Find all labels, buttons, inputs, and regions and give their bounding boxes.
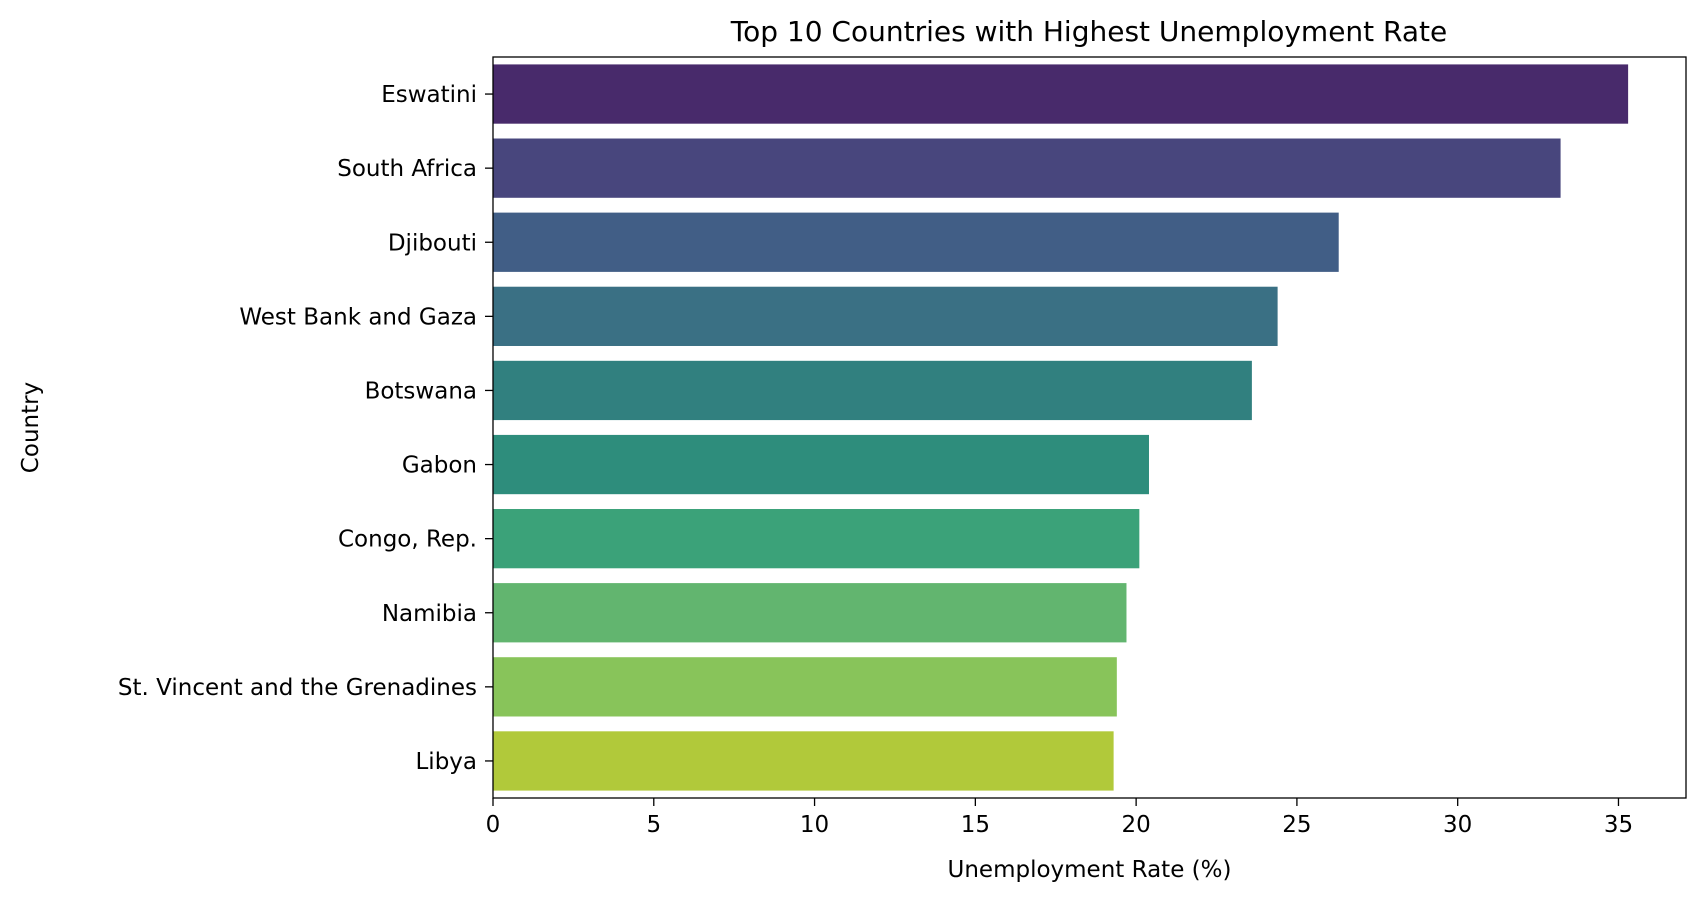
x-tick-label: 35 [1604, 812, 1633, 838]
x-tick-label: 25 [1282, 812, 1311, 838]
bar-5 [493, 434, 1149, 495]
bar-6 [493, 509, 1140, 569]
y-tick-label: Botswana [365, 378, 477, 404]
chart-title: Top 10 Countries with Highest Unemployme… [730, 15, 1448, 48]
y-tick-label: West Bank and Gaza [239, 304, 477, 330]
y-axis: Eswatini South Africa Djibouti West Bank an… [118, 82, 493, 775]
y-tick-label: Congo, Rep. [338, 527, 477, 553]
x-axis: 0 5 10 15 20 25 30 35 [486, 798, 1633, 838]
x-tick-label: 20 [1121, 812, 1150, 838]
y-tick-label: Gabon [402, 453, 477, 479]
bars-layer [493, 64, 1629, 791]
plot-frame [492, 56, 1687, 799]
bar-2 [493, 212, 1339, 272]
y-tick-label: Djibouti [388, 230, 477, 256]
bar-8 [493, 657, 1117, 717]
y-tick-label: Libya [415, 749, 477, 775]
x-tick-label: 5 [646, 812, 661, 838]
x-tick-label: 10 [800, 812, 829, 838]
bar-4 [493, 360, 1252, 421]
x-tick-label: 15 [961, 812, 990, 838]
y-tick-label: St. Vincent and the Grenadines [118, 675, 477, 701]
bar-3 [493, 286, 1278, 346]
y-axis-label: Country [18, 382, 44, 473]
x-tick-label: 0 [486, 812, 501, 838]
x-axis-label: Unemployment Rate (%) [948, 857, 1232, 883]
y-tick-label: Namibia [382, 601, 477, 627]
bar-9 [493, 731, 1114, 791]
x-tick-label: 30 [1443, 812, 1472, 838]
bar-0 [493, 64, 1629, 124]
bar-1 [493, 138, 1561, 198]
bar-7 [493, 583, 1127, 643]
y-tick-label: South Africa [337, 156, 477, 182]
y-tick-label: Eswatini [381, 82, 477, 108]
